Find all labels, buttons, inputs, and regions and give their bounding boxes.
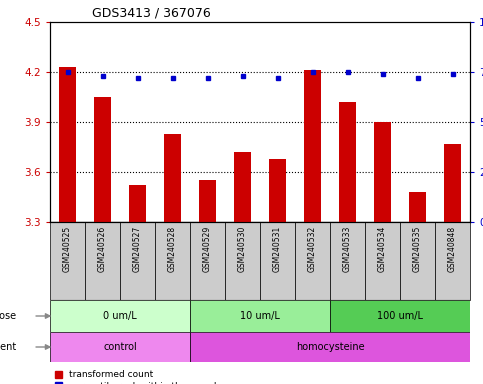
Text: GSM240530: GSM240530 [238,226,247,272]
Bar [400,222,435,300]
Bar [234,152,251,222]
Bar [225,222,260,300]
Bar [409,192,426,222]
Bar [50,222,85,300]
Text: GSM240533: GSM240533 [343,226,352,272]
Bar [444,144,461,222]
Text: GSM240527: GSM240527 [133,226,142,272]
Text: GSM240528: GSM240528 [168,226,177,272]
Text: GSM240534: GSM240534 [378,226,387,272]
Bar [330,300,470,332]
Text: homocysteine: homocysteine [296,342,364,352]
Bar [155,222,190,300]
Bar [59,67,76,222]
Text: GSM240525: GSM240525 [63,226,72,272]
Bar [435,222,470,300]
Text: GSM240532: GSM240532 [308,226,317,272]
Text: GSM240531: GSM240531 [273,226,282,272]
Text: GSM240848: GSM240848 [448,226,457,272]
Bar [85,222,120,300]
Text: dose: dose [0,311,16,321]
Text: GSM240535: GSM240535 [413,226,422,272]
Bar [260,222,295,300]
Bar [50,300,190,332]
Bar [94,97,111,222]
Bar [269,159,286,222]
Text: GDS3413 / 367076: GDS3413 / 367076 [92,7,211,20]
Bar [129,185,146,222]
Bar [295,222,330,300]
Text: control: control [103,342,137,352]
Bar [199,180,216,222]
Bar [190,300,330,332]
Text: 10 um/L: 10 um/L [240,311,280,321]
Legend: transformed count, percentile rank within the sample: transformed count, percentile rank withi… [55,370,222,384]
Text: GSM240529: GSM240529 [203,226,212,272]
Text: GSM240526: GSM240526 [98,226,107,272]
Bar [190,332,470,362]
Bar [304,70,321,222]
Text: agent: agent [0,342,16,352]
Bar [190,222,225,300]
Bar [50,332,190,362]
Bar [339,102,356,222]
Bar [164,134,181,222]
Bar [330,222,365,300]
Bar [374,122,391,222]
Text: 0 um/L: 0 um/L [103,311,137,321]
Bar [365,222,400,300]
Bar [120,222,155,300]
Text: 100 um/L: 100 um/L [377,311,423,321]
